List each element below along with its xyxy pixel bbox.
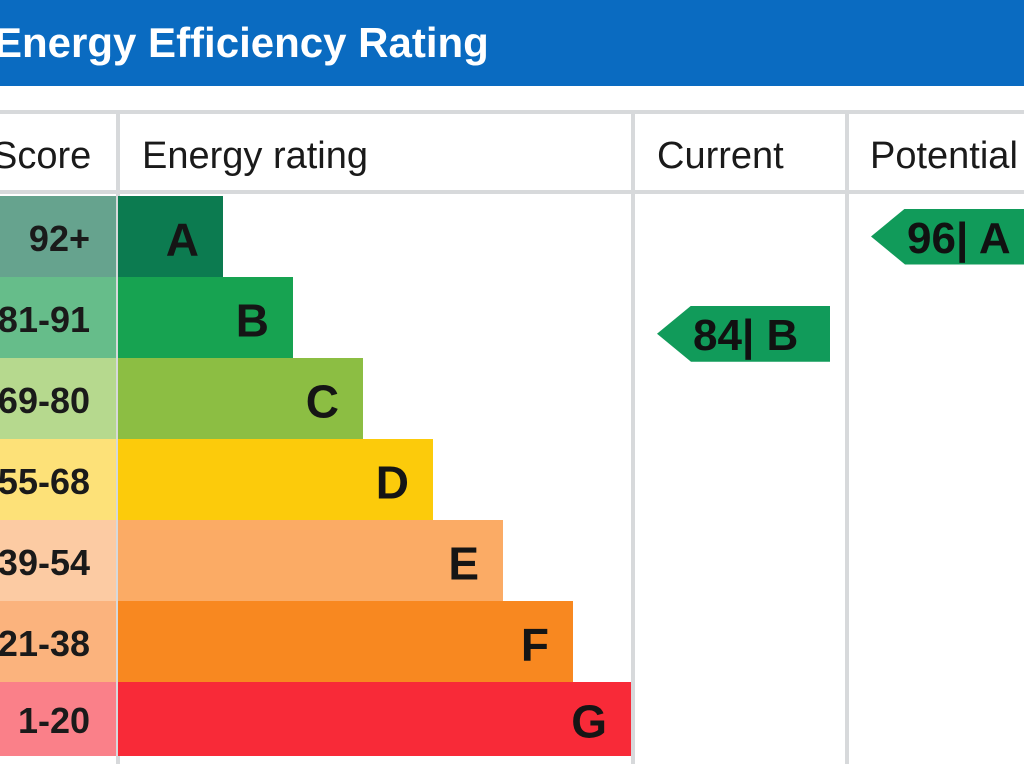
score-range-label: 39-54 — [0, 541, 90, 583]
rating-table: Score Energy rating Current Potential 92… — [0, 110, 1024, 764]
table-top-border — [0, 110, 1024, 114]
band-c: C — [118, 358, 363, 439]
score-range-label: 81-91 — [0, 298, 90, 340]
current-rating-marker: 84| B — [657, 305, 830, 362]
column-divider-rating — [631, 110, 635, 764]
column-header-current: Current — [657, 135, 784, 177]
column-header-energy-rating: Energy rating — [142, 135, 369, 177]
column-header-score: Score — [0, 114, 116, 190]
band-letter: C — [305, 375, 339, 428]
score-range-label: 69-80 — [0, 379, 90, 421]
potential-rating-marker: 96| A — [871, 208, 1024, 265]
column-divider-current — [845, 110, 849, 764]
band-g: G — [118, 682, 631, 756]
band-letter: D — [375, 456, 409, 509]
band-letter: F — [520, 618, 549, 671]
score-range-label: 92+ — [28, 217, 90, 259]
band-letter: E — [448, 537, 479, 590]
band-d: D — [118, 439, 433, 520]
header-divider — [0, 190, 1024, 194]
band-letter: B — [235, 294, 269, 347]
score-range-f: 21-38 — [0, 601, 116, 682]
score-range-c: 69-80 — [0, 358, 116, 439]
score-range-a: 92+ — [0, 196, 116, 277]
score-range-label: 21-38 — [0, 622, 90, 664]
column-header-score-label: Score — [0, 135, 92, 177]
score-range-label: 55-68 — [0, 460, 90, 502]
potential-rating-label: 96| A — [907, 213, 1011, 263]
score-range-g: 1-20 — [0, 682, 116, 756]
current-rating-label: 84| B — [693, 310, 799, 360]
score-range-b: 81-91 — [0, 277, 116, 358]
band-e: E — [118, 520, 503, 601]
score-range-label: 1-20 — [17, 700, 90, 742]
score-range-d: 55-68 — [0, 439, 116, 520]
page-title-bar: Energy Efficiency Rating — [0, 0, 1024, 86]
band-letter: A — [165, 213, 199, 266]
band-letter: G — [571, 695, 607, 748]
band-b: B — [118, 277, 293, 358]
band-a: A — [118, 196, 223, 277]
score-range-e: 39-54 — [0, 520, 116, 601]
column-header-potential: Potential — [870, 135, 1018, 177]
page-title: Energy Efficiency Rating — [0, 19, 489, 66]
band-f: F — [118, 601, 573, 682]
